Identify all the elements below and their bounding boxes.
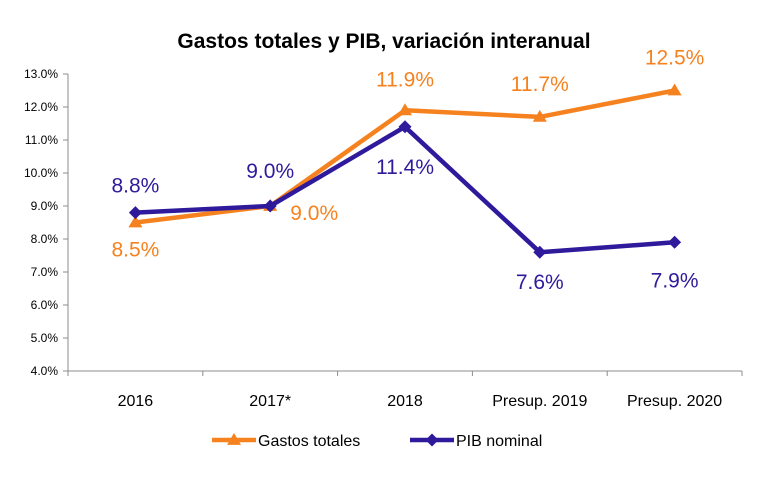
data-point — [128, 206, 142, 220]
data-label: 7.9% — [651, 269, 699, 292]
x-tick-label: 2016 — [118, 393, 154, 410]
x-tick-label: 2017* — [249, 393, 291, 410]
data-label: 8.8% — [111, 175, 159, 198]
legend-label: Gastos totales — [258, 433, 360, 450]
y-tick-label: 6.0% — [31, 298, 59, 312]
y-tick-label: 5.0% — [31, 331, 59, 345]
series-layer — [128, 83, 682, 259]
data-label: 7.6% — [516, 271, 564, 294]
data-label: 12.5% — [645, 47, 705, 70]
axes: 4.0% 5.0% 6.0% 7.0% 8.0% 9.0% 10.0% 11.0% 12.0% 1… — [24, 67, 743, 410]
data-label: 11.4% — [376, 156, 434, 179]
y-tick-label: 8.0% — [31, 232, 59, 246]
y-tick-label: 9.0% — [31, 199, 59, 213]
y-tick-label: 10.0% — [24, 166, 58, 180]
data-point — [398, 103, 412, 116]
data-point — [668, 235, 682, 249]
series-line-pib-nominal — [133, 124, 677, 255]
y-tick-label: 13.0% — [24, 67, 58, 81]
data-labels: 8.5% 9.0% 11.9% 11.7% 12.5% 8.8% 9.0% 11.4% 7.6%… — [111, 47, 704, 295]
y-tick-label: 7.0% — [31, 265, 59, 279]
data-point — [533, 245, 547, 259]
y-tick-label: 4.0% — [31, 364, 59, 378]
data-point — [667, 83, 682, 96]
data-point — [398, 120, 412, 134]
data-label: 11.7% — [511, 73, 569, 96]
chart-title: Gastos totales y PIB, variación interanu… — [177, 30, 590, 53]
data-label: 9.0% — [246, 160, 294, 183]
legend-label: PIB nominal — [456, 433, 542, 450]
data-point — [128, 215, 143, 228]
data-point — [263, 199, 277, 213]
legend-marker — [227, 433, 241, 445]
x-tick-label: Presup. 2020 — [627, 393, 722, 410]
data-label: 9.0% — [290, 202, 338, 225]
data-label: 11.9% — [376, 68, 434, 91]
data-point — [532, 109, 547, 122]
data-label: 8.5% — [111, 239, 159, 262]
x-tick-label: 2018 — [387, 393, 423, 410]
y-tick-label: 12.0% — [24, 100, 58, 114]
x-tick-label: Presup. 2019 — [492, 393, 587, 410]
legend-marker — [425, 433, 439, 447]
legend: Gastos totales PIB nominal — [212, 433, 542, 450]
y-tick-label: 11.0% — [25, 133, 58, 147]
